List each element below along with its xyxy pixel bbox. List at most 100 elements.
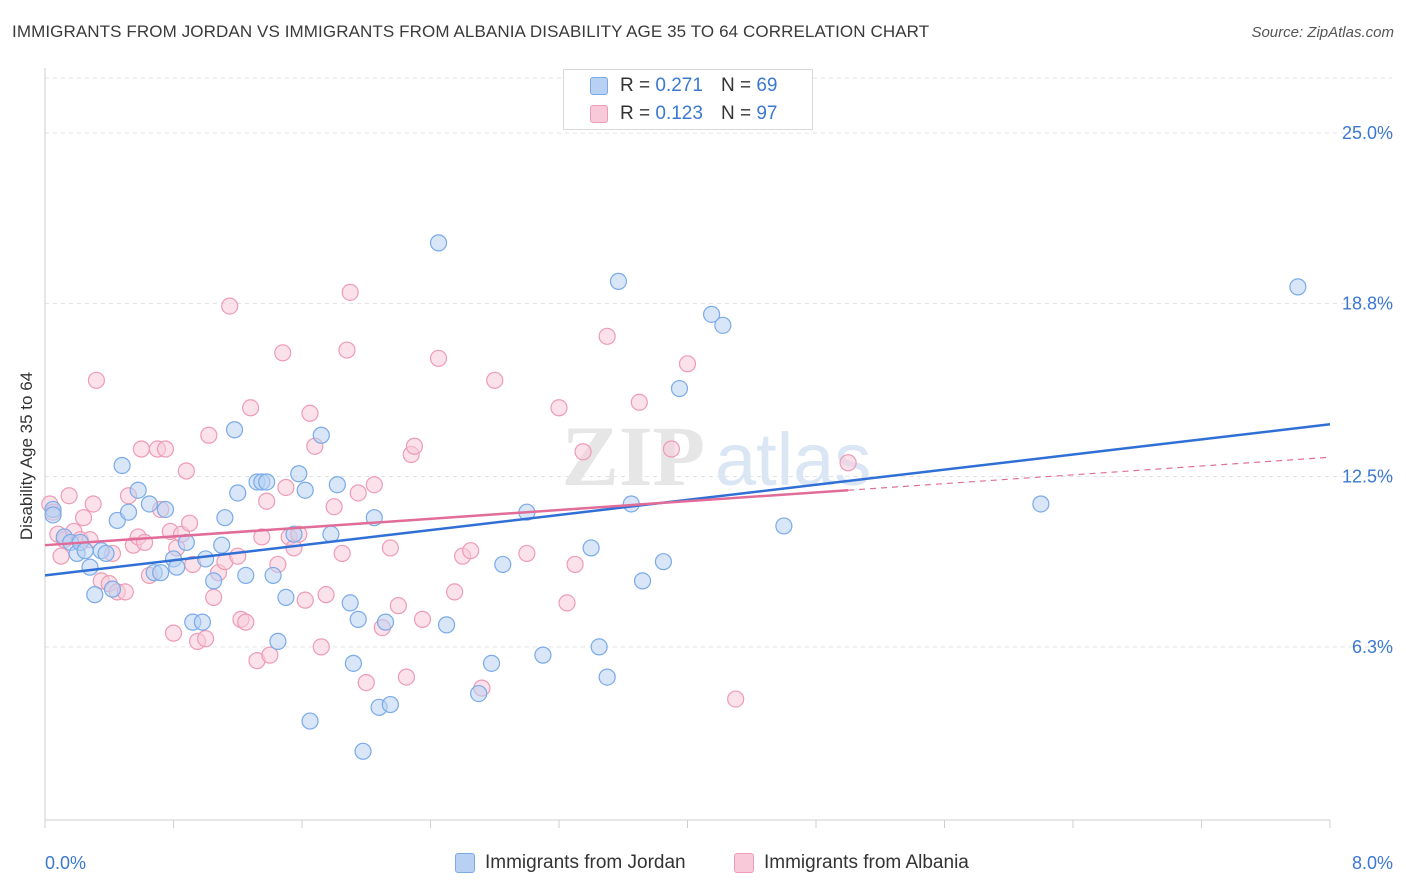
data-point-jordan (328, 476, 346, 494)
y-tick-label: 12.5% (1342, 466, 1393, 486)
legend-n-label: N = (720, 103, 752, 124)
data-point-jordan (103, 580, 122, 598)
data-point-albania (550, 399, 568, 417)
x-tick-label-max: 8.0% (1352, 853, 1393, 873)
data-point-albania (258, 492, 276, 510)
trend-line-jordan (44, 423, 1331, 577)
data-point-albania (164, 624, 183, 642)
data-point-albania (301, 404, 319, 422)
legend-n-value-jordan: 69 (756, 75, 778, 96)
legend-item-jordan[interactable]: Immigrants from Jordan (455, 852, 686, 874)
data-point-jordan (654, 553, 673, 571)
data-point-jordan (376, 613, 395, 631)
data-point-jordan (216, 509, 234, 527)
data-point-jordan (193, 613, 212, 631)
legend-item-albania[interactable]: Immigrants from Albania (734, 852, 969, 874)
data-point-albania (389, 597, 407, 615)
legend-row-albania: R = 0.123 N = 97 (590, 103, 777, 125)
data-point-jordan (225, 421, 244, 439)
data-point-albania (84, 495, 102, 513)
legend-swatch-albania (734, 853, 754, 873)
data-point-jordan (269, 632, 287, 650)
data-point-albania (445, 583, 464, 601)
data-point-jordan (296, 481, 314, 499)
y-tick-label: 18.8% (1342, 293, 1393, 313)
legend-n-value-albania: 97 (756, 103, 778, 124)
legend-n-label: N = (720, 75, 752, 96)
data-point-albania (52, 547, 70, 565)
data-point-jordan (714, 316, 732, 334)
data-point-albania (325, 498, 343, 516)
data-point-jordan (264, 566, 282, 585)
data-point-jordan (437, 616, 456, 634)
data-point-albania (177, 462, 195, 480)
data-point-jordan (258, 473, 276, 491)
data-point-jordan (119, 503, 138, 521)
legend-label-albania: Immigrants from Albania (764, 852, 969, 873)
data-point-jordan (702, 305, 721, 323)
data-point-albania (365, 476, 383, 494)
data-point-jordan (76, 542, 94, 560)
legend-swatch-jordan (455, 853, 475, 873)
data-point-albania (296, 591, 314, 609)
data-point-jordan (129, 481, 147, 499)
data-point-jordan (482, 654, 501, 672)
data-point-albania (156, 440, 175, 458)
legend-r-value-jordan: 0.271 (655, 75, 703, 96)
data-point-jordan (494, 555, 512, 574)
data-point-jordan (213, 536, 231, 554)
data-point-albania (598, 327, 616, 345)
chart-title: IMMIGRANTS FROM JORDAN VS IMMIGRANTS FRO… (12, 22, 930, 41)
data-point-albania (312, 638, 330, 656)
data-point-jordan (237, 566, 255, 585)
data-point-jordan (86, 586, 104, 604)
data-point-jordan (290, 465, 308, 483)
data-point-jordan (590, 638, 608, 656)
data-point-albania (839, 454, 857, 472)
data-point-jordan (341, 594, 359, 612)
data-point-albania (221, 297, 239, 315)
trend-line-albania (44, 488, 849, 547)
data-point-jordan (312, 426, 330, 444)
data-point-jordan (349, 610, 367, 628)
chart-source: Source: ZipAtlas.com (1251, 24, 1394, 41)
data-point-jordan (277, 588, 295, 607)
y-tick-label: 25.0% (1342, 123, 1393, 143)
data-point-albania (727, 690, 745, 708)
data-point-albania (338, 341, 356, 359)
data-point-albania (662, 440, 681, 458)
data-point-albania (205, 588, 223, 607)
data-point-jordan (775, 517, 793, 535)
data-point-albania (274, 344, 292, 362)
data-point-albania (60, 487, 78, 505)
data-point-jordan (205, 572, 223, 590)
data-point-jordan (322, 525, 340, 543)
legend-r-label: R = (620, 75, 651, 96)
data-point-albania (574, 443, 592, 461)
data-point-albania (74, 509, 93, 527)
data-point-jordan (285, 525, 303, 543)
data-point-albania (405, 437, 424, 455)
data-point-albania (349, 484, 367, 502)
data-point-albania (277, 478, 295, 497)
data-point-jordan (229, 484, 247, 502)
data-point-jordan (670, 379, 689, 398)
grid-lines (45, 77, 1392, 648)
data-point-jordan (197, 550, 215, 568)
data-point-jordan (140, 495, 159, 513)
data-point-jordan (113, 456, 131, 475)
legend-r-label: R = (620, 103, 651, 124)
y-tick-label: 6.3% (1352, 637, 1393, 657)
data-point-albania (200, 426, 218, 444)
x-tick-labels: 0.0% 8.0% (45, 853, 1393, 873)
data-point-albania (381, 539, 399, 557)
data-point-jordan (429, 234, 448, 252)
data-point-jordan (44, 506, 62, 524)
data-point-albania (566, 555, 584, 574)
data-point-albania (253, 528, 271, 546)
data-point-jordan (301, 712, 319, 730)
data-point-albania (486, 371, 504, 389)
y-tick-labels: 6.3% 12.5% 18.8% 25.0% (1342, 123, 1393, 657)
legend-swatch-albania (590, 105, 608, 123)
